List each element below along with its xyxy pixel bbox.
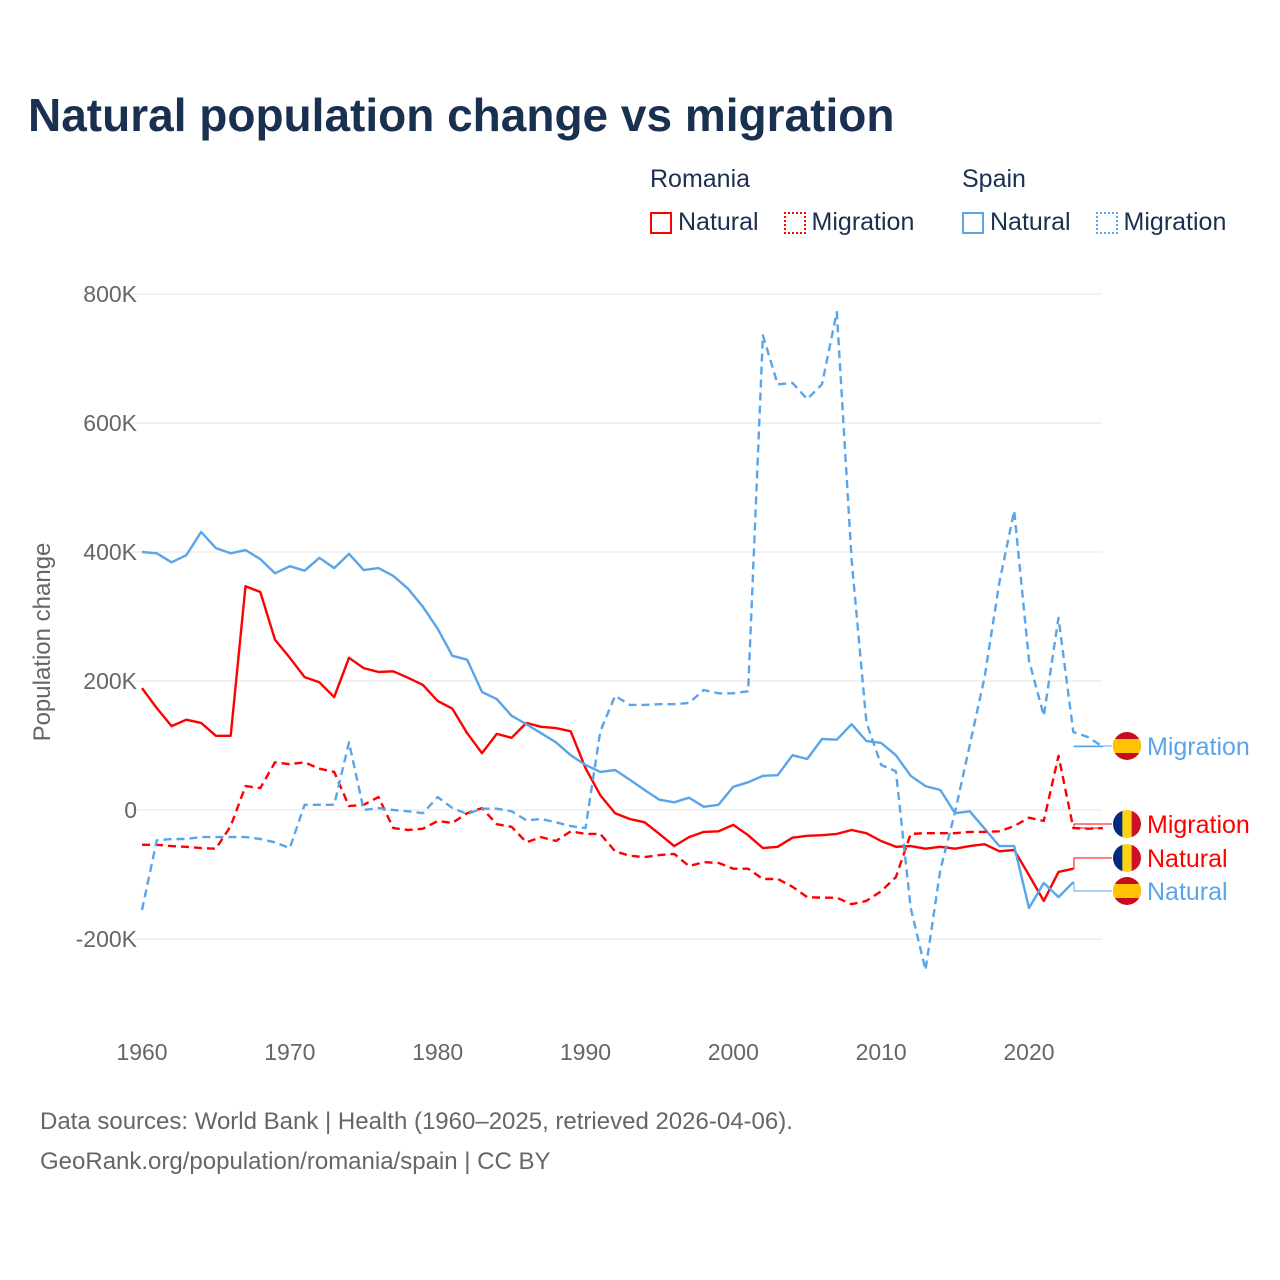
y-tick-label: 200K [83,668,137,694]
flag-yellow [1113,739,1141,753]
x-tick-label: 2000 [708,1039,759,1065]
y-tick-label: 400K [83,539,137,565]
label-connector [1073,823,1112,829]
flag-yellow [1122,810,1133,838]
y-tick-label: 800K [83,281,137,307]
y-tick-label: -200K [76,926,138,952]
x-tick-label: 1980 [412,1039,463,1065]
legend-spain-title: Spain [962,165,1026,193]
spain-flag-icon [1113,732,1141,760]
flag-red [1131,844,1141,872]
y-tick-label: 0 [124,797,137,823]
legend-label: Natural [678,208,759,236]
flag-yellow [1122,844,1133,872]
x-tick-label: 1990 [560,1039,611,1065]
label-connector [1073,745,1112,748]
flag-body [1113,732,1141,760]
legend-spain: Spain Natural Migration [962,165,1226,241]
footer-link[interactable]: GeoRank.org/population/romania/spain | C… [40,1148,551,1175]
legend-romania-migration[interactable]: Migration [783,208,915,237]
legend-swatch-dotted [1095,211,1118,234]
legend-romania-title: Romania [650,165,751,193]
series-line-spain-natural [141,530,1075,910]
legend-romania-natural[interactable]: Natural [650,208,759,237]
end-label-romania-natural: Natural [1147,845,1228,873]
x-tick-label: 1960 [116,1039,167,1065]
label-connector [1073,857,1112,870]
flag-body [1113,810,1141,838]
x-tick-label: 1970 [264,1039,315,1065]
legend-label: Natural [990,208,1071,236]
legend-spain-migration[interactable]: Migration [1095,208,1227,237]
legend-swatch-solid [650,211,672,234]
series-line-spain-migration [140,310,1104,972]
footer-source: Data sources: World Bank | Health (1960–… [40,1108,793,1135]
spain-flag-icon [1113,877,1141,905]
legend-label: Migration [811,208,915,236]
series-line-romania-natural [141,585,1074,903]
flag-yellow [1113,884,1141,898]
legend-romania: Romania Natural Migration [650,165,932,241]
legend-label: Migration [1123,208,1227,236]
series-line-romania-migration [142,754,1103,906]
end-label-romania-migration: Migration [1147,811,1250,839]
y-tick-label: 600K [83,410,137,436]
romania-flag-icon [1113,810,1141,838]
flag-body [1113,877,1141,905]
flag-blue [1113,844,1123,872]
legend-spain-natural[interactable]: Natural [962,208,1071,237]
x-tick-label: 2010 [856,1039,907,1065]
end-label-spain-natural: Natural [1147,878,1228,906]
label-connector [1073,881,1112,892]
flag-blue [1113,810,1123,838]
x-tick-label: 2020 [1003,1039,1054,1065]
flag-body [1113,844,1141,872]
chart-title: Natural population change vs migration [28,89,895,141]
flag-red [1131,810,1141,838]
romania-flag-icon [1113,844,1141,872]
legend-swatch-dotted [783,211,806,234]
end-label-spain-migration: Migration [1147,733,1250,761]
y-axis-label: Population change [29,543,56,742]
legend-swatch-solid [962,211,984,234]
